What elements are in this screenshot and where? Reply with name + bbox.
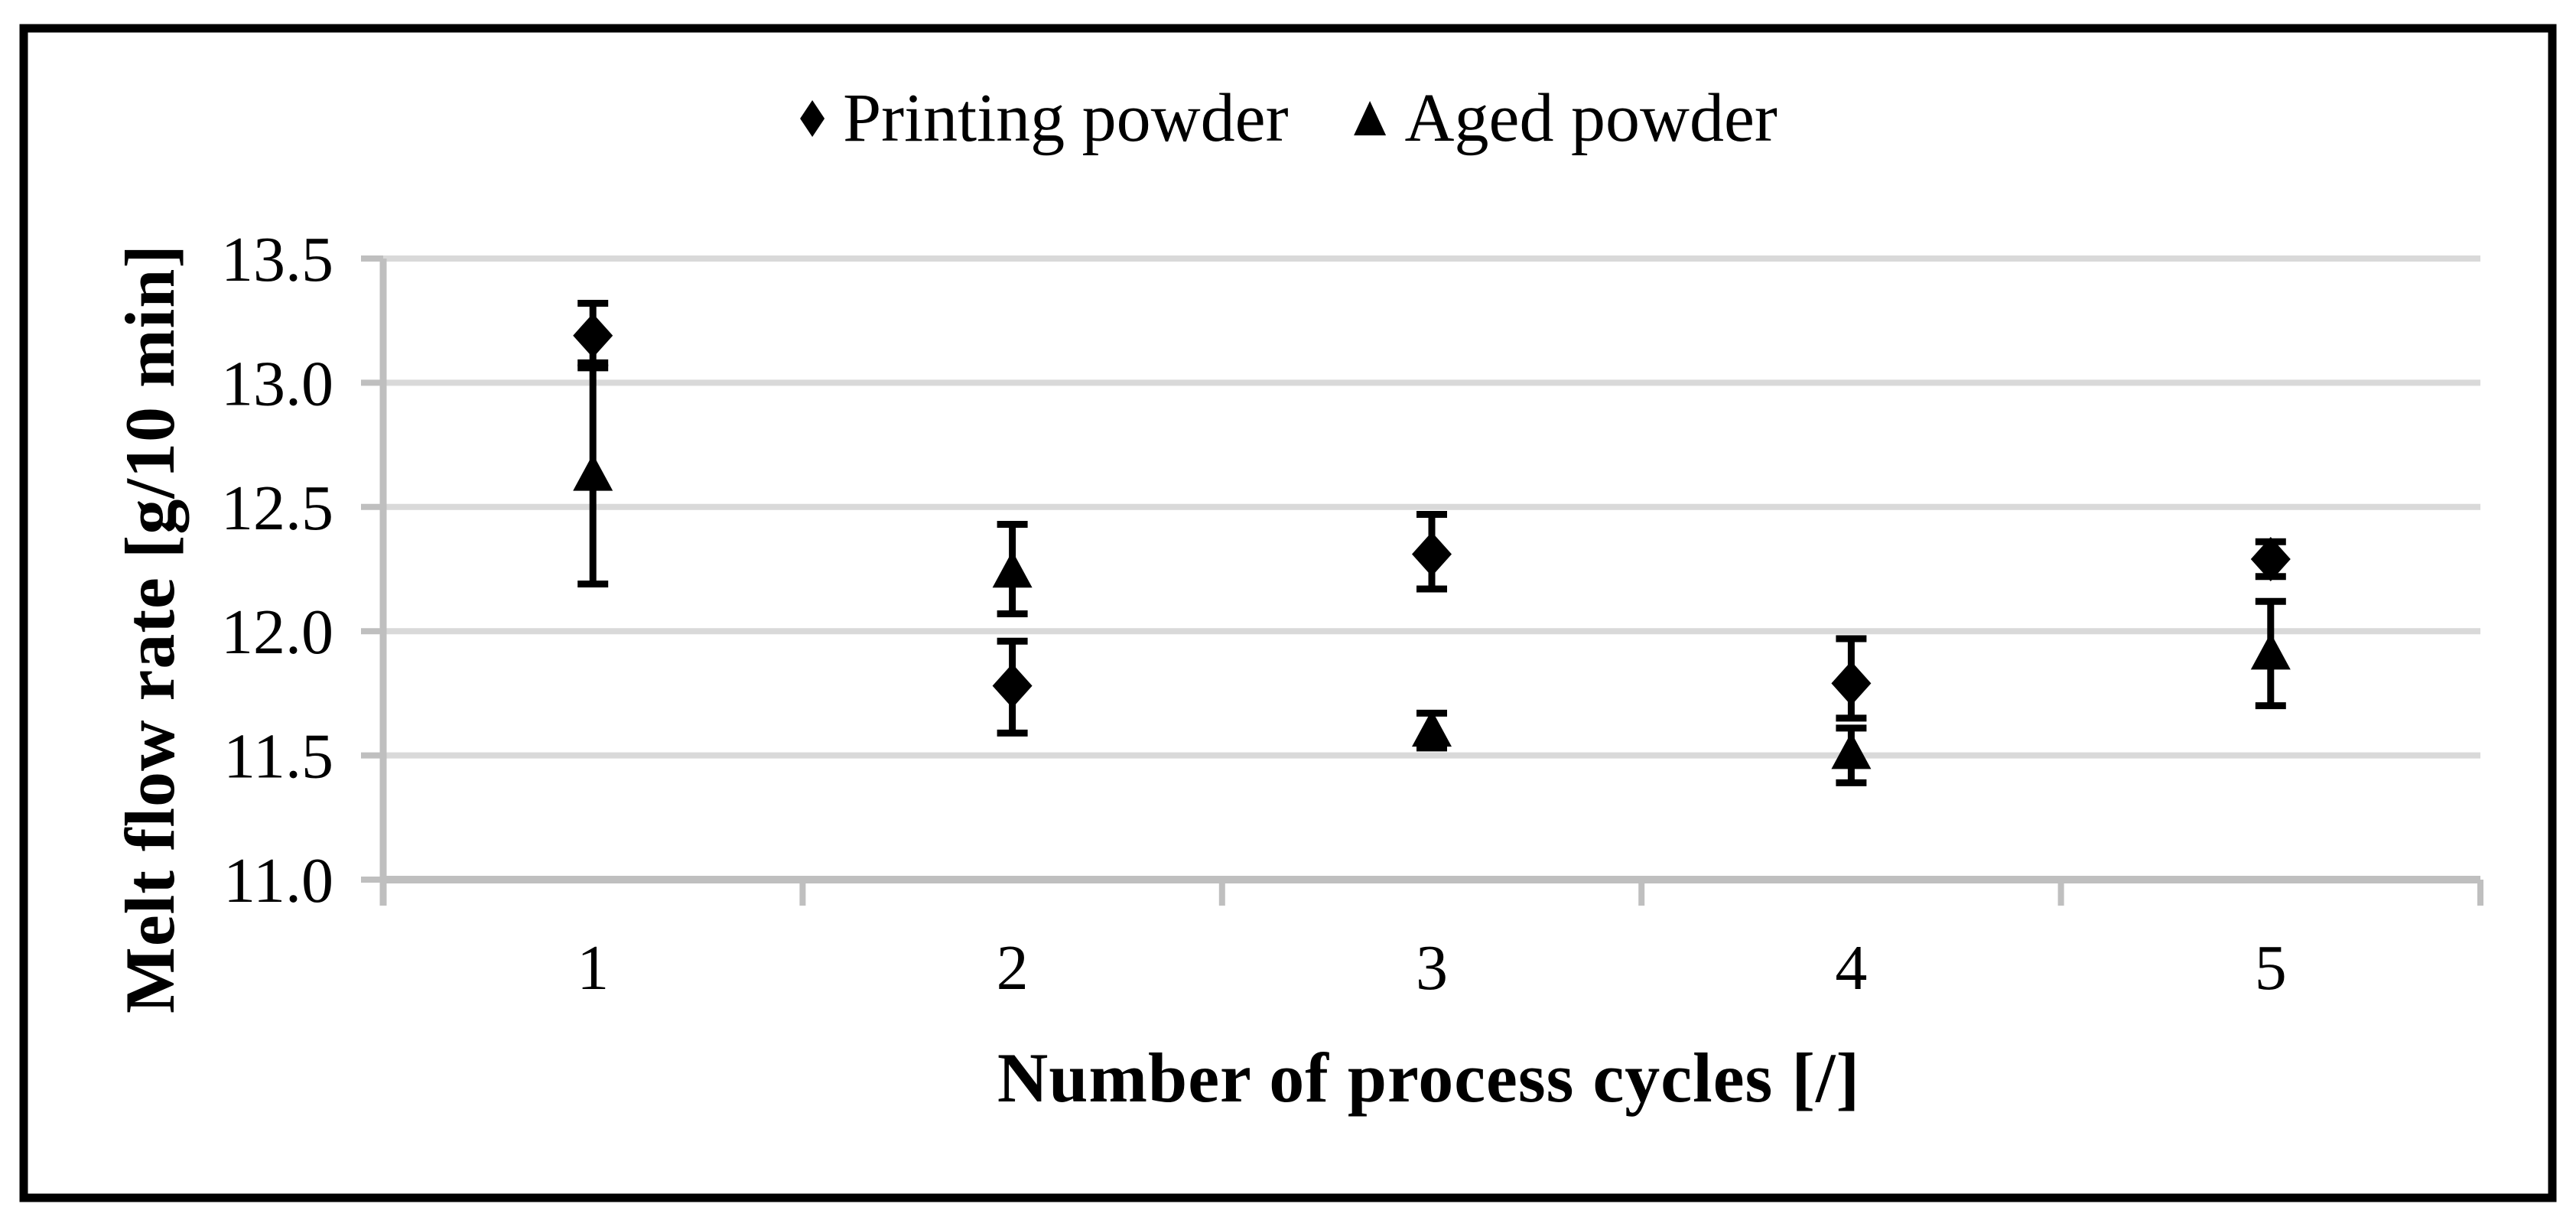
x-tick-label: 5 [2255, 932, 2287, 1004]
marker-diamond [2250, 537, 2291, 582]
y-tick-label: 11.0 [223, 845, 333, 916]
x-tick-label: 1 [577, 932, 609, 1004]
marker-triangle [2250, 633, 2291, 670]
x-tick-label: 4 [1835, 932, 1867, 1004]
x-tick-label: 3 [1416, 932, 1448, 1004]
diamond-icon [800, 99, 825, 137]
marker-triangle [1412, 710, 1452, 747]
marker-diamond [573, 313, 613, 358]
marker-triangle [992, 551, 1033, 588]
x-tick-label: 2 [997, 932, 1029, 1004]
y-tick-label: 12.0 [221, 597, 333, 668]
figure-border [19, 24, 2557, 1202]
marker-triangle [573, 454, 613, 491]
y-tick-label: 11.5 [223, 721, 333, 792]
marker-diamond [1412, 532, 1452, 577]
y-tick-label: 13.5 [221, 224, 333, 295]
legend-item-aged-powder: Aged powder [1353, 80, 1778, 156]
marker-diamond [992, 663, 1033, 708]
legend-label-printing-powder: Printing powder [843, 80, 1289, 156]
marker-diamond [1831, 661, 1872, 706]
chart-legend: Printing powder Aged powder [798, 80, 1778, 156]
y-tick-label: 12.5 [221, 473, 333, 544]
legend-item-printing-powder: Printing powder [798, 80, 1289, 156]
x-axis-title: Number of process cycles [/] [997, 1039, 1861, 1117]
marker-triangle [1831, 732, 1872, 769]
triangle-icon [1354, 100, 1387, 135]
y-axis-title: Melt flow rate [g/10 min] [111, 243, 189, 1014]
legend-label-aged-powder: Aged powder [1404, 80, 1778, 156]
y-tick-label: 13.0 [221, 348, 333, 419]
